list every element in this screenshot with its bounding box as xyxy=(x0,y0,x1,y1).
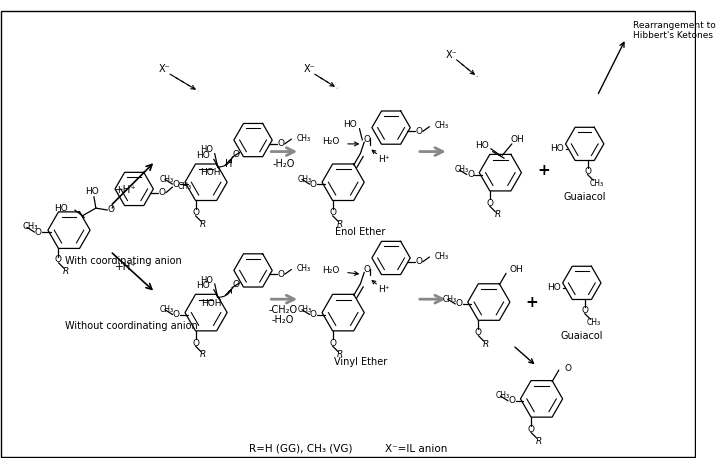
Text: CH₃: CH₃ xyxy=(296,264,310,273)
Text: H₂O: H₂O xyxy=(322,138,339,146)
Text: R: R xyxy=(494,210,501,219)
Text: O: O xyxy=(364,265,370,274)
Text: O: O xyxy=(584,167,591,176)
Text: X⁻: X⁻ xyxy=(303,64,316,74)
Text: CH₃: CH₃ xyxy=(160,175,174,184)
Text: HO: HO xyxy=(54,204,68,212)
Text: HOH: HOH xyxy=(200,168,220,177)
Text: R: R xyxy=(536,437,542,446)
FancyArrowPatch shape xyxy=(218,159,232,167)
Text: CH₃: CH₃ xyxy=(589,179,603,188)
Text: O: O xyxy=(528,425,534,434)
Text: O: O xyxy=(173,180,180,189)
Text: O: O xyxy=(329,208,336,218)
Text: CH₃: CH₃ xyxy=(434,251,449,261)
Text: HO: HO xyxy=(475,141,489,150)
Text: O: O xyxy=(508,396,515,405)
Text: Rearrangement to
Hibbert's Ketones: Rearrangement to Hibbert's Ketones xyxy=(632,21,715,41)
Text: Without coordinating anion: Without coordinating anion xyxy=(65,321,198,331)
Text: O: O xyxy=(55,256,62,264)
Text: O: O xyxy=(475,328,482,337)
Text: O: O xyxy=(582,306,588,315)
Text: OH: OH xyxy=(510,265,523,274)
Text: O: O xyxy=(232,280,240,289)
Text: O: O xyxy=(565,364,571,373)
Text: Vinyl Ether: Vinyl Ether xyxy=(334,358,387,367)
Text: CH₃: CH₃ xyxy=(160,305,174,314)
Text: R: R xyxy=(337,350,343,359)
Text: O: O xyxy=(467,170,474,179)
Text: -H₂O: -H₂O xyxy=(272,315,294,325)
Text: -H₂O: -H₂O xyxy=(272,159,295,169)
Text: HO: HO xyxy=(550,144,563,153)
Text: CH₃: CH₃ xyxy=(496,392,510,401)
Text: H: H xyxy=(225,159,233,169)
Text: With coordinating anion: With coordinating anion xyxy=(65,256,182,266)
Text: CH₃: CH₃ xyxy=(177,182,192,190)
Text: X⁻: X⁻ xyxy=(446,50,457,60)
Text: O: O xyxy=(310,310,317,319)
Text: +H⁺: +H⁺ xyxy=(115,185,136,195)
Text: CH₃: CH₃ xyxy=(296,134,310,143)
Text: HO: HO xyxy=(196,151,210,160)
Text: O: O xyxy=(232,150,240,159)
Text: O: O xyxy=(192,339,199,348)
Text: O: O xyxy=(415,257,423,266)
Text: +H⁺: +H⁺ xyxy=(115,262,136,271)
Text: H₂O: H₂O xyxy=(322,266,339,275)
Text: HO: HO xyxy=(200,276,213,285)
Text: R: R xyxy=(200,220,206,229)
Text: H⁺: H⁺ xyxy=(378,155,389,164)
Text: HO: HO xyxy=(547,283,560,292)
Text: O: O xyxy=(192,208,199,218)
Text: CH₃: CH₃ xyxy=(22,222,38,231)
Text: O: O xyxy=(173,310,180,319)
Text: O: O xyxy=(364,135,370,144)
Text: HO: HO xyxy=(200,145,213,154)
Text: CH₃: CH₃ xyxy=(297,305,311,314)
Text: R=H (GG), CH₃ (VG)          X⁻=IL anion: R=H (GG), CH₃ (VG) X⁻=IL anion xyxy=(249,444,447,453)
Text: R: R xyxy=(337,220,343,229)
Text: O: O xyxy=(158,188,166,197)
Text: Guaiacol: Guaiacol xyxy=(563,191,606,202)
Text: O: O xyxy=(277,139,285,148)
Text: O: O xyxy=(415,127,423,136)
Text: +: + xyxy=(526,294,539,309)
Text: O: O xyxy=(329,339,336,348)
Text: CH₃: CH₃ xyxy=(454,165,468,174)
Text: O: O xyxy=(456,300,462,308)
Text: OH: OH xyxy=(510,135,524,144)
Text: CH₃: CH₃ xyxy=(587,318,600,327)
Text: X⁻: X⁻ xyxy=(159,64,171,74)
Text: O: O xyxy=(107,205,115,213)
Text: Guaiacol: Guaiacol xyxy=(560,330,603,341)
Text: +: + xyxy=(537,163,550,178)
Text: CH₃: CH₃ xyxy=(297,175,311,184)
Text: H⁺: H⁺ xyxy=(378,285,389,294)
Text: HOH: HOH xyxy=(202,300,222,308)
FancyArrowPatch shape xyxy=(218,289,232,298)
Text: HO: HO xyxy=(85,187,99,196)
Text: O: O xyxy=(486,199,493,208)
Text: -CH₂O: -CH₂O xyxy=(268,305,298,314)
Text: R: R xyxy=(63,267,69,276)
Text: R: R xyxy=(200,350,206,359)
Text: O: O xyxy=(35,227,42,237)
Text: CH₃: CH₃ xyxy=(434,121,449,130)
Text: O: O xyxy=(277,270,285,279)
Text: R: R xyxy=(483,340,489,349)
Text: HO: HO xyxy=(343,120,356,129)
Text: CH₃: CH₃ xyxy=(443,295,457,304)
Text: O: O xyxy=(310,180,317,189)
Text: Enol Ether: Enol Ether xyxy=(335,227,386,237)
Text: HO: HO xyxy=(196,281,210,290)
